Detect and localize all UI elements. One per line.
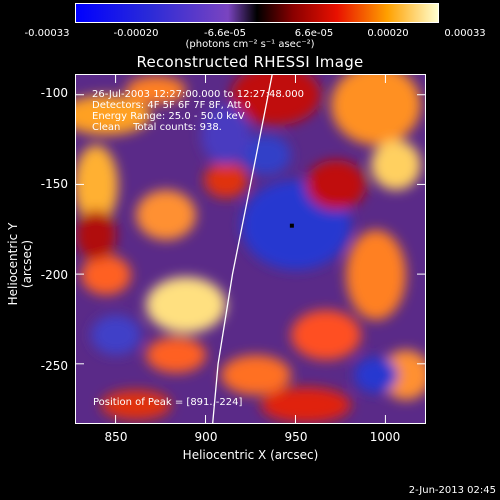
x-tick-label: 900 (194, 430, 218, 444)
emission-region (136, 190, 196, 240)
colorbar-tick-label: -0.00033 (24, 28, 70, 39)
emission-region (291, 310, 361, 360)
y-tick-label: -100 (40, 86, 68, 100)
plot-date-stamp: 2-Jun-2013 02:45 (408, 485, 496, 496)
x-tick-label: 850 (104, 430, 128, 444)
emission-region (371, 140, 421, 190)
chart-title: Reconstructed RHESSI Image (136, 53, 364, 71)
detectors-annotation: Detectors: 4F 5F 6F 7F 8F, Att 0 (92, 100, 252, 111)
emission-region (201, 105, 251, 165)
emission-region (221, 355, 291, 395)
emission-region (306, 160, 366, 210)
colorbar-tick-label: -0.00020 (113, 28, 159, 39)
peak-position-annotation: Position of Peak = [891.,-224] (93, 397, 243, 408)
emission-region (76, 210, 116, 260)
emission-region (91, 315, 141, 355)
emission-region (331, 75, 421, 145)
y-tick-label: -200 (40, 268, 68, 282)
emission-region (126, 76, 186, 104)
emission-region (146, 277, 226, 333)
emission-region (354, 357, 398, 393)
colorbar-tick-label: -6.6e-05 (204, 28, 246, 39)
emission-region (76, 95, 151, 135)
reconstructed-image (76, 75, 425, 423)
emission-region (204, 162, 248, 198)
colorbar-tick-label: 0.00033 (444, 28, 486, 39)
y-tick-label: -250 (40, 359, 68, 373)
colorbar (75, 3, 439, 23)
emission-region (381, 350, 425, 400)
x-axis-label: Heliocentric X (arcsec) (182, 448, 319, 462)
emission-region (231, 75, 321, 125)
x-tick-label: 1000 (369, 430, 401, 444)
emission-region (101, 390, 171, 420)
x-tick-label: 950 (284, 430, 308, 444)
emission-region (261, 387, 351, 423)
colorbar-gradient (76, 4, 438, 22)
clean-counts-annotation: Clean Total counts: 938. (92, 122, 222, 133)
y-axis-label: Heliocentric Y (arcsec) (6, 222, 34, 306)
emission-region (76, 145, 118, 225)
emission-region (241, 135, 291, 175)
y-tick-label: -150 (40, 177, 68, 191)
colorbar-tick-label: 6.6e-05 (294, 28, 334, 39)
emission-region (346, 230, 406, 320)
colorbar-units-label: (photons cm⁻² s⁻¹ asec⁻²) (185, 39, 315, 50)
emission-region (81, 255, 131, 295)
colorbar-tick-label: 0.00020 (367, 28, 409, 39)
peak-marker (289, 223, 294, 228)
solar-limb-curve (212, 75, 273, 423)
emission-region (146, 337, 206, 373)
image-plot-area: 26-Jul-2003 12:27:00.000 to 12:27:48.000… (75, 74, 426, 424)
time-range-annotation: 26-Jul-2003 12:27:00.000 to 12:27:48.000 (92, 89, 304, 100)
energy-range-annotation: Energy Range: 25.0 - 50.0 keV (92, 111, 245, 122)
